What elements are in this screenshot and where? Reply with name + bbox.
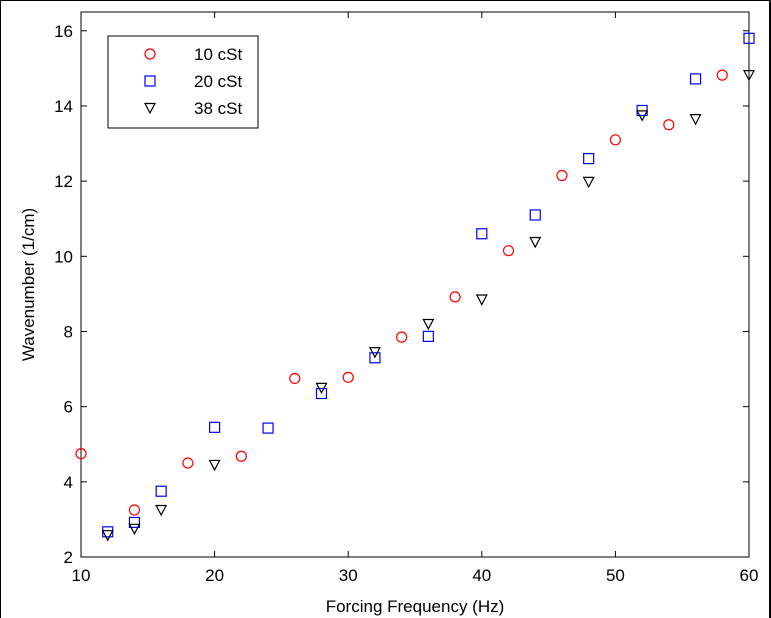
data-point [209,421,221,433]
series-triangle-down [101,70,755,542]
y-axis-title: Wavenumber (1/cm) [19,208,38,361]
y-tick-label: 6 [64,398,73,417]
data-point [75,448,87,460]
x-tick-label: 60 [740,566,759,585]
y-tick-label: 16 [54,22,73,41]
data-point [716,69,728,81]
data-point [529,209,541,221]
legend-item: 38 cSt [144,99,242,118]
y-tick-label: 12 [54,172,73,191]
data-point [315,387,328,400]
data-markers [75,32,755,542]
data-point [663,119,675,131]
data-point [369,352,381,364]
legend-item: 10 cSt [144,45,242,64]
x-tick-label: 50 [606,566,625,585]
data-point [422,330,434,342]
series-circle [75,69,728,516]
x-tick-label: 40 [472,566,491,585]
data-point [689,73,702,85]
data-point [636,110,649,122]
y-tick-label: 8 [64,322,73,341]
x-tick-label: 10 [72,566,91,585]
data-point [289,372,301,385]
series-square [102,32,755,538]
y-tick-label: 2 [64,548,73,567]
data-point [155,504,168,517]
legend-item: 20 cSt [144,72,242,91]
legend: 10 cSt 20 cSt 38 cSt [107,35,259,129]
legend-label: 20 cSt [194,72,242,91]
data-point [476,228,488,240]
data-point [743,32,755,44]
data-point [155,485,167,497]
legend-marker [144,48,156,60]
y-tick-label: 14 [54,97,73,116]
x-axis-title: Forcing Frequency (Hz) [326,597,505,616]
data-point [128,504,141,516]
data-point [235,450,247,462]
data-point [475,294,488,306]
data-point [396,331,408,343]
data-point [262,422,274,434]
data-point [101,530,114,542]
data-point [342,371,354,383]
x-tick-label: 30 [339,566,358,585]
legend-label: 10 cSt [194,45,242,64]
data-point [743,70,755,82]
legend-box [107,35,259,129]
data-point [582,176,595,189]
data-point [368,347,381,359]
data-point [502,245,515,257]
data-point [609,134,622,146]
x-axis: 10 20 30 40 50 60 [72,12,759,585]
data-point [449,291,461,303]
y-tick-label: 4 [64,473,73,492]
legend-marker [144,102,156,115]
data-point [182,457,194,469]
data-point [689,114,702,126]
data-point [128,516,141,529]
legend-marker [144,75,156,87]
data-point [422,318,435,331]
data-point [583,152,595,165]
x-tick-label: 20 [205,566,224,585]
legend-label: 38 cSt [194,99,242,118]
data-point [529,236,542,249]
y-axis: 2 4 6 8 10 12 14 16 [54,22,749,567]
data-point [556,169,568,182]
y-tick-label: 10 [54,247,73,266]
data-point [128,523,141,536]
data-point [315,382,328,395]
data-point [208,459,221,472]
